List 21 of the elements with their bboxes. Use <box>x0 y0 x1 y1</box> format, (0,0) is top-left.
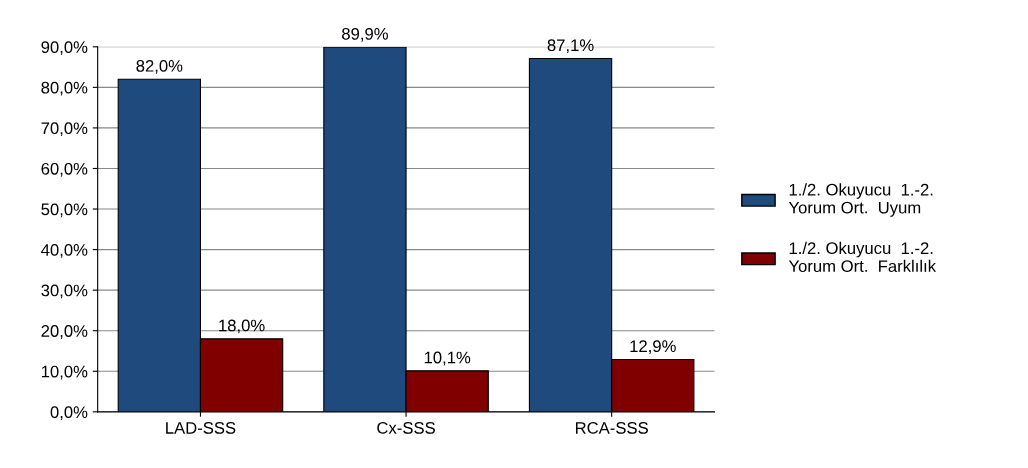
y-tick-label: 80,0% <box>41 81 88 96</box>
x-tick-label: RCA-SSS <box>575 422 648 434</box>
data-label: 10,1% <box>424 351 471 366</box>
x-tick-label: Cx-SSS <box>377 422 435 434</box>
legend-label: 1./2. Okuyucu 1.-2. Yorum Ort. Farklılık <box>788 241 937 273</box>
y-tick-label: 70,0% <box>41 122 88 137</box>
y-tick-label: 0,0% <box>50 406 88 421</box>
data-label: 89,9% <box>342 27 388 42</box>
y-tick-label: 60,0% <box>41 162 88 177</box>
data-label: 87,1% <box>547 39 594 54</box>
y-tick-label: 10,0% <box>41 365 88 380</box>
data-label: 12,9% <box>630 340 676 355</box>
data-label: 18,0% <box>219 319 265 334</box>
y-tick-label: 40,0% <box>41 244 88 258</box>
legend-label: 1./2. Okuyucu 1.-2. Yorum Ort. Uyum <box>788 183 933 217</box>
y-tick-label: 50,0% <box>41 203 88 218</box>
data-label: 82,0% <box>136 59 183 74</box>
y-tick-label: 20,0% <box>41 325 88 339</box>
y-tick-label: 30,0% <box>41 284 88 299</box>
x-tick-label: LAD-SSS <box>166 422 236 434</box>
y-tick-label: 90,0% <box>41 41 88 55</box>
